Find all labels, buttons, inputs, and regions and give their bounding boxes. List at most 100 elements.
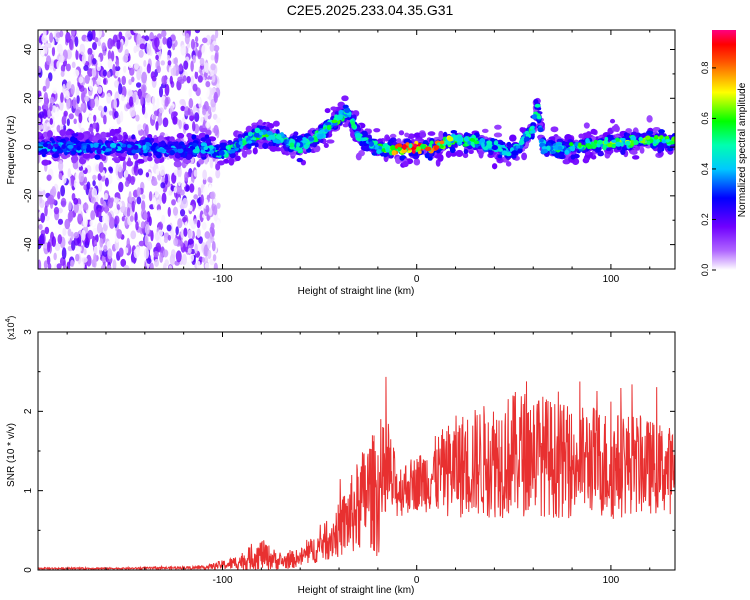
- spectrogram-noise-cell: [110, 197, 114, 203]
- spectrogram-noise-cell: [160, 60, 166, 66]
- spectrogram-noise-cell: [148, 216, 152, 227]
- spectrogram-noise-cell: [106, 92, 112, 104]
- spectrogram-noise-cell: [92, 57, 97, 65]
- spectrogram-noise-cell: [196, 260, 201, 269]
- spectrogram-ridge-cell: [435, 145, 440, 150]
- spectrogram-ridge-cell: [245, 125, 253, 133]
- spectrogram-noise-cell: [60, 197, 67, 208]
- spectrogram-noise-cell: [190, 60, 194, 72]
- spectrogram-ridge-cell: [457, 136, 464, 142]
- spectrogram-noise-cell: [164, 97, 169, 108]
- spectrogram-noise-cell: [132, 92, 137, 103]
- spectrogram-ridge-cell: [350, 121, 356, 126]
- spectrogram-noise-cell: [131, 76, 135, 83]
- spectrogram-ridge-cell: [82, 145, 87, 150]
- spectrogram-ridge-cell: [355, 152, 362, 161]
- spectrogram-noise-cell: [38, 223, 43, 231]
- spectrogram-noise-cell: [49, 102, 53, 112]
- spectrogram-noise-cell: [116, 39, 121, 50]
- spectrogram-noise-cell: [51, 46, 56, 57]
- spectrogram-ridge-cell: [578, 142, 582, 148]
- spectrogram-noise-cell: [210, 222, 215, 230]
- spectrogram-ridge-cell: [509, 134, 517, 142]
- spectrogram-noise-cell: [200, 194, 204, 206]
- spectrogram-ridge-cell: [497, 154, 503, 159]
- spectrogram-ridge-cell: [144, 139, 151, 143]
- spectrogram-noise-cell: [103, 244, 108, 252]
- spectrogram-noise-cell: [49, 96, 55, 105]
- spectrogram-noise-cell: [167, 60, 172, 66]
- spectrogram-ridge-cell: [59, 129, 66, 137]
- spectrogram-ridge-cell: [164, 146, 171, 150]
- spectrogram-noise-cell: [194, 71, 199, 80]
- spectrogram-ridge-cell: [646, 115, 653, 123]
- spectrogram-ridge-cell: [187, 150, 192, 155]
- spectrogram-noise-cell: [135, 221, 139, 231]
- spectrogram-noise-cell: [73, 231, 80, 239]
- spectrogram-noise-cell: [159, 165, 166, 177]
- spectrogram-ridge-cell: [568, 142, 574, 147]
- spectrogram-noise-cell: [92, 227, 98, 236]
- spectrogram-ridge-cell: [72, 137, 78, 143]
- spectrogram-noise-cell: [86, 249, 91, 257]
- spectrogram-noise-cell: [96, 30, 102, 39]
- spectrogram-noise-cell: [203, 100, 209, 112]
- spectrogram-ridge-cell: [275, 139, 281, 144]
- spectrogram-noise-cell: [135, 114, 140, 122]
- spectrogram-noise-cell: [164, 173, 169, 185]
- spectrogram-noise-cell: [131, 110, 137, 117]
- spectrogram-ridge-cell: [247, 142, 252, 150]
- spectrogram-ridge-cell: [442, 131, 448, 138]
- spectrogram-noise-cell: [103, 78, 107, 85]
- spectrogram-noise-cell: [76, 95, 80, 104]
- spectrogram-ytick-label: 20: [23, 92, 34, 104]
- spectrogram-ridge-cell: [404, 138, 411, 144]
- spectrogram-noise-cell: [207, 249, 212, 260]
- spectrogram-ridge-cell: [104, 148, 111, 152]
- spectrogram-ridge-cell: [112, 136, 118, 142]
- spectrogram-noise-cell: [199, 210, 204, 223]
- spectrogram-ridge-cell: [121, 152, 128, 158]
- spectrogram-noise-cell: [84, 74, 91, 84]
- spectrogram-noise-cell: [183, 132, 187, 141]
- spectrogram-noise-cell: [94, 37, 99, 43]
- spectrogram-ridge-cell: [665, 138, 671, 143]
- spectrogram-ridge-cell: [620, 148, 626, 155]
- spectrogram-ridge-cell: [539, 138, 544, 143]
- spectrogram-ridge-cell: [73, 144, 78, 149]
- spectrogram-noise-cell: [144, 35, 150, 42]
- spectrogram-noise-cell: [43, 92, 49, 102]
- spectrogram-noise-cell: [140, 221, 146, 229]
- spectrogram-noise-cell: [172, 206, 179, 216]
- spectrogram-noise-cell: [211, 74, 216, 83]
- spectrogram-noise-cell: [38, 65, 42, 73]
- spectrogram-noise-cell: [183, 123, 189, 131]
- spectrogram-noise-cell: [78, 112, 83, 124]
- spectrogram-ridge-cell: [607, 142, 614, 148]
- spectrogram-ridge-cell: [368, 141, 375, 147]
- spectrogram-noise-cell: [211, 241, 216, 252]
- spectrogram-noise-cell: [144, 234, 149, 247]
- spectrogram-ridge-cell: [603, 140, 608, 145]
- spectrogram-noise-cell: [46, 42, 52, 49]
- snr-ticks: -100 0 100 0 1 2 3: [23, 329, 675, 586]
- spectrogram-ridge-cell: [176, 132, 185, 139]
- spectrogram-noise-cell: [210, 191, 216, 200]
- spectrogram-ridge-cell: [481, 142, 485, 148]
- spectrogram-noise-cell: [184, 171, 189, 182]
- spectrogram-ridge-cell: [93, 142, 99, 148]
- spectrogram-noise-cell: [188, 219, 194, 227]
- spectrogram-ridge-cell: [308, 137, 315, 141]
- spectrogram-ridge-cell: [154, 157, 160, 164]
- spectrogram-noise-cell: [133, 30, 140, 34]
- spectrogram-ridge-cell: [131, 134, 136, 140]
- spectrogram-noise-cell: [172, 123, 179, 130]
- spectrogram-noise-cell: [192, 83, 198, 92]
- spectrogram-noise-cell: [193, 112, 200, 123]
- spectrogram-noise-cell: [64, 90, 70, 100]
- spectrogram-ridge-cell: [56, 145, 61, 151]
- spectrogram-noise-cell: [175, 250, 182, 263]
- spectrogram-ridge-cell: [621, 138, 626, 142]
- spectrogram-noise-cell: [197, 113, 204, 125]
- spectrogram-ridge-cell: [546, 145, 551, 151]
